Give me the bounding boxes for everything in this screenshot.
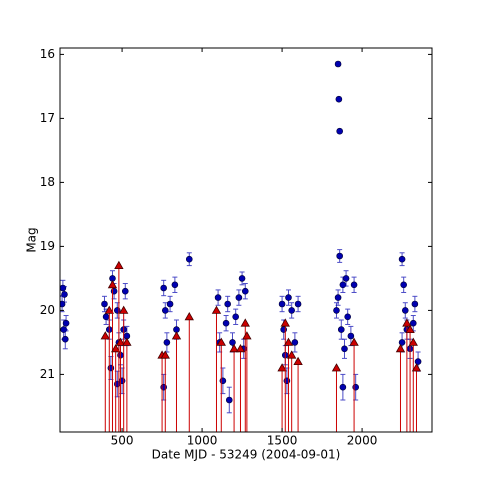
- y-tick-label: 19: [40, 239, 55, 253]
- data-point: [333, 307, 340, 314]
- data-point: [341, 345, 348, 353]
- data-point: [225, 396, 233, 404]
- data-point: [350, 281, 358, 289]
- upper-limit-marker: [118, 305, 129, 314]
- data-point: [342, 275, 350, 282]
- data-point: [347, 332, 355, 340]
- y-axis-label: Mag: [25, 227, 39, 252]
- upper-limit-marker: [104, 305, 114, 314]
- data-point: [335, 95, 343, 103]
- data-point: [414, 358, 422, 365]
- upper-limit-marker: [405, 324, 415, 333]
- data-point: [222, 319, 230, 327]
- x-tick-label: 500: [111, 434, 134, 448]
- data-point: [398, 339, 406, 346]
- data-point: [278, 300, 286, 308]
- upper-limit-marker: [402, 318, 412, 327]
- upper-limit-marker: [395, 343, 406, 353]
- upper-limit-marker: [280, 318, 290, 327]
- y-tick-label: 21: [40, 367, 55, 381]
- data-point: [288, 307, 295, 314]
- data-point: [241, 287, 249, 295]
- upper-limit-marker: [107, 279, 118, 289]
- data-point: [337, 326, 345, 333]
- upper-limit-marker: [408, 337, 418, 346]
- data-point: [185, 255, 193, 263]
- data-point: [291, 339, 299, 346]
- data-point: [163, 339, 171, 346]
- data-point: [60, 300, 66, 308]
- y-tick-label: 20: [40, 303, 55, 317]
- data-point: [101, 300, 108, 308]
- upper-limit-marker: [242, 331, 252, 340]
- data-point: [334, 294, 342, 301]
- data-point: [336, 127, 343, 135]
- upper-limit-marker: [100, 331, 110, 340]
- plot-area: [60, 60, 422, 432]
- data-point: [294, 300, 302, 308]
- data-point: [339, 281, 347, 289]
- data-point: [339, 383, 347, 391]
- y-tick-label: 17: [40, 111, 55, 125]
- x-tick-label: 1000: [187, 434, 218, 448]
- x-axis-label: Date MJD - 53249 (2004-09-01): [152, 448, 341, 462]
- x-tick-label: 1500: [267, 434, 298, 448]
- y-tick-label: 16: [40, 47, 55, 61]
- data-point: [235, 294, 243, 301]
- upper-limit-marker: [411, 363, 422, 372]
- data-point: [401, 307, 409, 314]
- upper-limit-marker: [114, 260, 124, 269]
- data-point: [336, 252, 343, 260]
- upper-limit-marker: [160, 350, 170, 359]
- upper-limit-marker: [283, 337, 294, 346]
- upper-limit-marker: [235, 343, 246, 353]
- data-point: [171, 281, 179, 289]
- data-point: [62, 319, 70, 327]
- upper-limit-marker: [211, 305, 222, 314]
- data-point: [398, 255, 406, 263]
- data-point: [224, 300, 231, 308]
- data-point: [214, 294, 222, 301]
- data-point: [232, 313, 239, 321]
- data-point: [229, 339, 236, 346]
- upper-limit-marker: [286, 350, 297, 359]
- upper-limit-marker: [171, 331, 182, 340]
- upper-limit-marker: [277, 363, 287, 372]
- upper-limit-marker: [184, 311, 194, 321]
- data-point: [409, 319, 417, 327]
- upper-limit-marker: [331, 363, 342, 372]
- data-point: [411, 300, 419, 308]
- upper-limit-marker: [122, 337, 132, 346]
- data-point: [121, 287, 129, 295]
- data-point: [166, 300, 174, 308]
- data-point: [285, 294, 292, 301]
- data-point: [102, 313, 110, 321]
- axes-frame: [59, 47, 433, 433]
- x-tick-label: 2000: [347, 434, 378, 448]
- upper-limit-marker: [110, 343, 121, 353]
- data-point: [61, 335, 69, 343]
- upper-limit-marker: [293, 356, 303, 365]
- upper-limit-marker: [229, 343, 239, 353]
- upper-limit-marker: [216, 337, 226, 346]
- upper-limit-marker: [240, 318, 250, 327]
- data-point: [400, 281, 407, 289]
- upper-limit-marker: [115, 337, 126, 346]
- data-point: [334, 60, 342, 68]
- data-point: [238, 275, 246, 282]
- data-point: [161, 307, 169, 314]
- data-point: [344, 313, 351, 321]
- upper-limit-marker: [349, 337, 359, 346]
- data-point: [160, 284, 167, 292]
- y-tick-label: 18: [40, 175, 55, 189]
